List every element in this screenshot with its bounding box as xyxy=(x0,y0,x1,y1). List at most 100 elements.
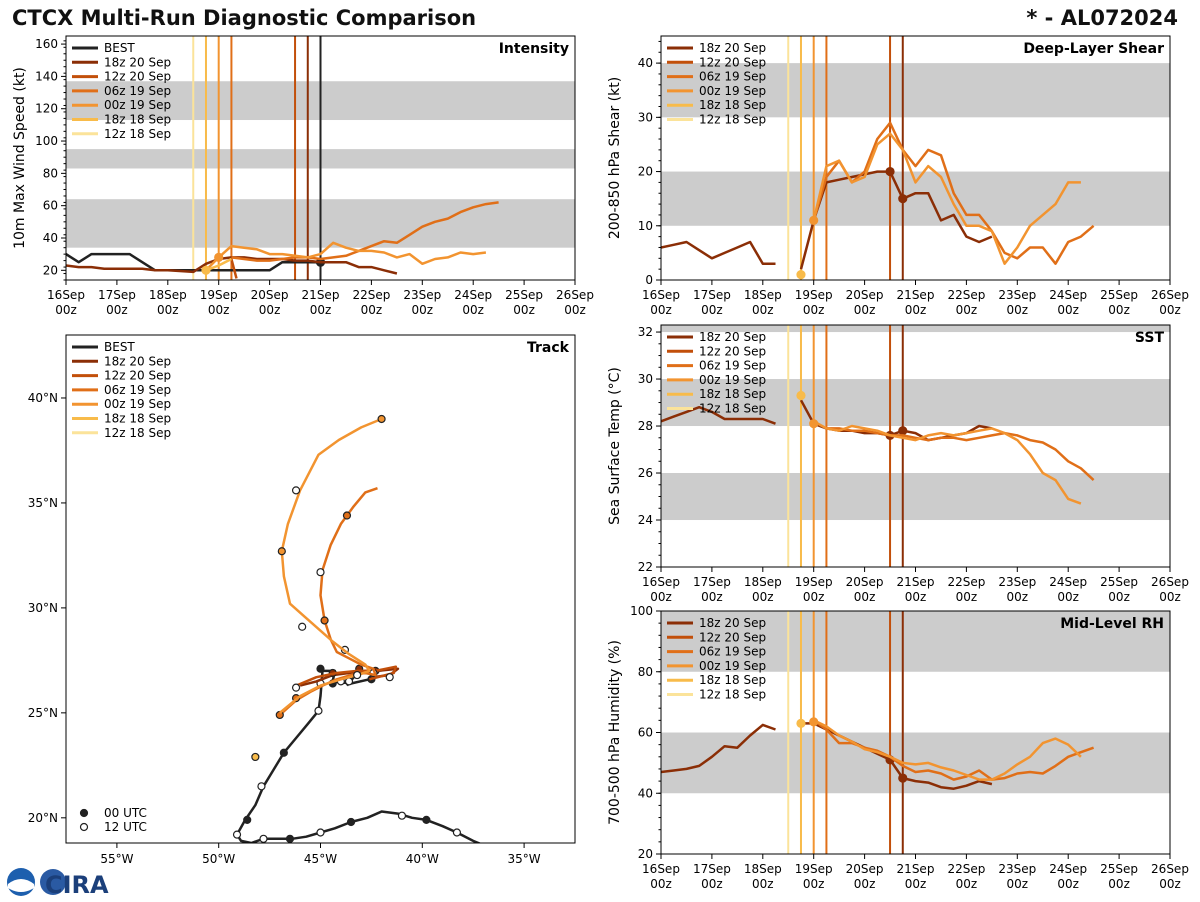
x-tick-label: 25Sep xyxy=(505,288,543,302)
plot-area xyxy=(661,611,1170,854)
x-tick-label: 00z xyxy=(854,877,876,891)
x-tick-label: 19Sep xyxy=(795,862,833,876)
series-line xyxy=(812,121,1095,265)
storm-id-title: * - AL072024 xyxy=(1026,6,1178,30)
legend-label: 12z 18 Sep xyxy=(699,402,766,416)
x-tick-label: 24Sep xyxy=(1049,575,1087,589)
x-tick-label: 00z xyxy=(752,590,774,602)
threshold-band xyxy=(661,63,1170,118)
y-tick-label: 25°N xyxy=(28,706,58,720)
intensity-chart: 20 40 60 80 100 120 140 160 10m Max Wind Speed (… xyxy=(12,35,594,317)
x-tick-label: 00z xyxy=(1057,303,1079,317)
threshold-band xyxy=(661,325,1170,333)
y-tick-label: 35°N xyxy=(28,496,58,510)
x-tick-label: 50°W xyxy=(202,852,235,866)
x-tick-label: 26Sep xyxy=(1151,862,1189,876)
x-tick-label: 23Sep xyxy=(998,288,1036,302)
x-tick-label: 40°W xyxy=(406,852,439,866)
marker-legend-symbol xyxy=(79,822,89,832)
x-tick-label: 26Sep xyxy=(1151,575,1189,589)
data-point xyxy=(397,811,407,820)
data-point xyxy=(285,834,295,843)
series-line xyxy=(235,669,482,843)
legend-label: 00z 19 Sep xyxy=(699,84,766,98)
x-tick-label: 26Sep xyxy=(1151,288,1189,302)
y-tick-label: 140 xyxy=(35,69,58,83)
data-point xyxy=(314,706,323,715)
data-point xyxy=(320,616,329,625)
y-tick-label: 20 xyxy=(638,165,653,179)
x-tick-label: 00z xyxy=(208,303,230,317)
x-tick-label: 00z xyxy=(854,590,876,602)
data-point xyxy=(316,828,325,837)
x-tick-label: 00z xyxy=(1057,590,1079,602)
series-line xyxy=(813,420,1082,505)
data-point xyxy=(422,815,431,825)
x-tick-label: 00z xyxy=(956,877,978,891)
legend-label: 06z 19 Sep xyxy=(699,70,766,84)
series-line xyxy=(661,240,776,265)
x-tick-label: 00z xyxy=(310,303,332,317)
data-point xyxy=(377,414,386,424)
y-tick-label: 26 xyxy=(638,466,653,480)
x-tick-label: 18Sep xyxy=(744,862,782,876)
legend-label: 12z 18 Sep xyxy=(699,113,766,127)
marker-legend-label: 12 UTC xyxy=(104,820,147,834)
series-line xyxy=(661,405,776,425)
x-tick-label: 00z xyxy=(701,877,723,891)
data-point xyxy=(809,717,819,727)
track-map: 20°N 25°N 30°N 35°N 40°N 55°W 50°W 45°W 40°W 35°W… xyxy=(28,334,576,866)
legend-label: 12z 18 Sep xyxy=(104,127,171,141)
data-point xyxy=(346,817,356,827)
y-tick-label: 22 xyxy=(638,560,653,574)
page-title: CTCX Multi-Run Diagnostic Comparison xyxy=(12,6,477,30)
x-tick-label: 00z xyxy=(564,303,586,317)
plot-area xyxy=(661,36,1170,280)
y-tick-label: 40 xyxy=(43,231,58,245)
x-tick-label: 00z xyxy=(1108,303,1130,317)
y-tick-label: 24 xyxy=(638,513,653,527)
legend-label: 12z 18 Sep xyxy=(104,426,171,440)
legend-label: 06z 19 Sep xyxy=(104,84,171,98)
legend-label: 06z 19 Sep xyxy=(699,359,766,373)
series-line xyxy=(813,719,1082,781)
data-point xyxy=(298,622,307,631)
y-tick-label: 120 xyxy=(35,102,58,116)
x-tick-label: 00z xyxy=(412,303,434,317)
y-tick-label: 30°N xyxy=(28,601,58,615)
legend-label: 18z 20 Sep xyxy=(104,55,171,69)
y-tick-label: 60 xyxy=(43,199,58,213)
x-tick-label: 00z xyxy=(1007,877,1029,891)
y-tick-label: 40 xyxy=(638,56,653,70)
globe-icon xyxy=(40,869,66,895)
x-tick-label: 00z xyxy=(803,303,825,317)
data-point xyxy=(385,673,394,682)
threshold-band xyxy=(661,473,1170,521)
x-tick-label: 00z xyxy=(361,303,383,317)
rh-chart: 20 40 60 80 100 700-500 hPa Humidity (%) 16Sep… xyxy=(607,606,1189,891)
data-point xyxy=(201,265,211,275)
data-point xyxy=(316,664,325,673)
x-tick-label: 17Sep xyxy=(693,288,731,302)
x-tick-label: 25Sep xyxy=(1100,288,1138,302)
plot-area xyxy=(661,325,1170,567)
x-tick-label: 24Sep xyxy=(454,288,492,302)
x-tick-label: 19Sep xyxy=(795,575,833,589)
x-tick-label: 19Sep xyxy=(795,288,833,302)
x-tick-label: 00z xyxy=(106,303,128,317)
legend-label: 00z 19 Sep xyxy=(699,373,766,387)
x-tick-label: 00z xyxy=(752,877,774,891)
x-tick-label: 24Sep xyxy=(1049,288,1087,302)
data-point xyxy=(291,486,301,495)
x-tick-label: 25Sep xyxy=(1100,575,1138,589)
legend-label: 12z 18 Sep xyxy=(699,688,766,702)
data-point xyxy=(259,834,268,843)
x-tick-label: 22Sep xyxy=(947,862,985,876)
legend-label: 12z 20 Sep xyxy=(104,369,171,383)
legend-label: 18z 18 Sep xyxy=(699,673,766,687)
x-tick-label: 00z xyxy=(650,303,672,317)
y-tick-label: 100 xyxy=(630,606,653,618)
data-point xyxy=(277,547,286,556)
x-tick-label: 26Sep xyxy=(556,288,594,302)
